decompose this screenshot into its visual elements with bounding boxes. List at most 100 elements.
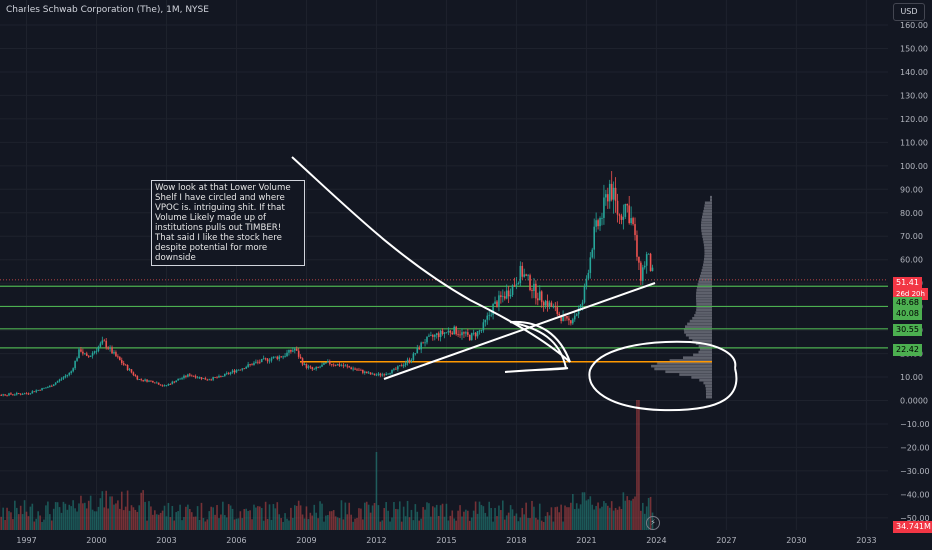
volume-bar [109,496,111,530]
volume-bar [307,519,310,530]
candle-body [521,265,524,277]
profile-bar [702,238,712,241]
candle-body [579,304,582,309]
x-tick-label: 2030 [786,536,806,545]
volume-bar [433,507,436,530]
volume-bar [70,506,73,530]
candle-body [449,330,452,333]
volume-bar [198,519,201,530]
y-tick-label: 0.0000 [900,397,928,406]
volume-bar [554,507,557,530]
candle-body [270,358,273,361]
candle-body [134,375,137,377]
candle-body [23,393,26,395]
candle-body [424,342,426,344]
profile-bar [696,285,712,289]
volume-bar [276,502,279,530]
volume-bar [348,502,351,530]
volume-bar [259,506,261,530]
volume-bar [262,520,265,530]
candle-body [17,392,20,394]
volume-bar [624,500,627,530]
candle-body [340,365,343,367]
volume-bar [488,501,491,530]
candle-body [612,187,615,200]
volume-bar [315,512,317,530]
volume-bar [649,496,652,530]
volume-bar [507,512,510,530]
candle-body [642,267,644,281]
candle-body [498,295,500,307]
volume-bar [332,510,335,530]
volume-bar [327,515,329,530]
candle-body [375,374,378,376]
volume-bar [406,500,409,530]
volume-bar [371,505,374,530]
candle-body [39,389,41,391]
candle-body [562,315,564,321]
y-tick-label: 120.00 [900,115,928,124]
volume-bar [463,511,465,530]
candle-body [206,379,209,381]
candle-body [105,340,108,348]
volume-bar [60,512,63,530]
volume-bar [111,496,113,530]
candle-body [544,300,547,306]
candle-body [49,385,51,388]
profile-bar [696,302,712,306]
candle-body [480,330,483,332]
price-axis[interactable]: 160.00 150.00 140.00 130.00 120.00 110.00 100.… [900,21,930,523]
candle-body [68,372,71,375]
candle-body [548,302,551,307]
candle-body [120,360,123,364]
candle-body [550,302,553,307]
candle-body [124,364,127,366]
lightning-icon[interactable]: ⚡ [646,516,660,530]
volume-bar [398,501,401,530]
candle-body [190,375,193,377]
profile-bar [689,319,712,323]
candle-body [593,226,595,250]
volume-bar [128,510,131,530]
volume-bar [0,516,3,530]
profile-bar [701,218,712,221]
volume-bar [292,517,294,530]
volume-bar [183,516,185,530]
candle-body [603,197,605,218]
y-tick-label: 110.00 [900,138,928,147]
candle-body [323,362,325,365]
volume-bar [632,498,634,530]
time-axis[interactable]: 1997 2000 2003 2006 2009 2012 2015 2018 2021 2024… [16,536,876,545]
candle-body [297,350,300,357]
candle-body [140,379,143,381]
candle-body [132,372,135,376]
profile-bar [696,291,712,295]
volume-bar [340,500,343,530]
text-annotation[interactable]: Wow look at that Lower Volume Shelf I ha… [151,180,305,266]
currency-button[interactable]: USD [893,3,925,21]
profile-bar [685,333,712,337]
candle-body [552,306,555,308]
volume-bar [566,507,568,530]
volume-bar [293,505,296,530]
volume-bar [155,514,158,530]
volume-bar [47,501,49,530]
volume-bar [15,507,18,530]
x-tick-label: 1997 [16,536,36,545]
candle-body [556,307,559,314]
volume-bar [260,507,263,530]
candle-body [643,265,646,268]
candle-body [317,367,319,368]
candle-body [570,320,572,324]
candle-body [502,296,504,298]
candle-body [43,387,45,389]
y-tick-label: 150.00 [900,44,928,53]
candle-body [301,358,304,365]
candle-body [330,364,333,366]
level-tag-1: 48.68 [893,297,922,309]
volume-bar [132,507,135,530]
volume-bar [255,507,257,530]
volume-bar [196,506,199,530]
volume-bar [76,511,78,530]
